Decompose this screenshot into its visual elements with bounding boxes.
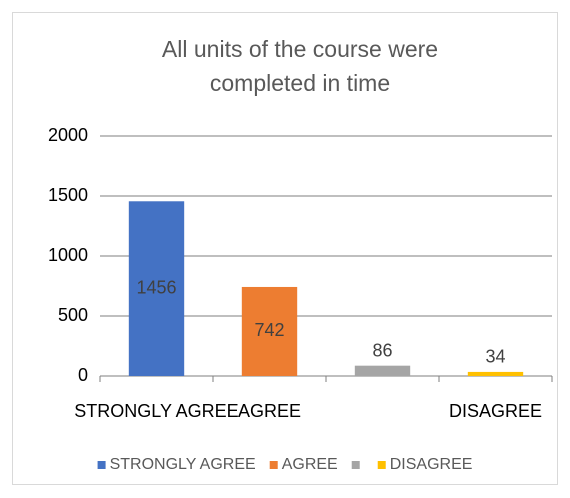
legend-swatch [351,461,360,469]
data-label: 742 [254,320,284,340]
legend-swatch [377,461,386,469]
legend-label: STRONGLY AGREE [110,456,256,473]
x-tick-label: AGREE [238,401,301,421]
chart-border [12,12,558,485]
x-tick-label: DISAGREE [449,401,542,421]
data-label: 1456 [136,277,176,297]
legend-swatch [269,461,278,469]
data-label: 86 [372,340,392,360]
y-tick-label: 1000 [48,245,88,265]
legend-label: DISAGREE [390,456,473,473]
bar [241,286,298,376]
legend-swatch [97,461,106,469]
bar [467,371,524,376]
y-tick-label: 0 [78,365,88,385]
y-tick-label: 2000 [48,125,88,145]
x-tick-label: STRONGLY AGREE [74,401,238,421]
bar [354,365,411,376]
data-label: 34 [485,347,505,367]
chart-title: All units of the course were completed i… [161,36,439,96]
y-tick-label: 1500 [48,185,88,205]
legend-label: AGREE [282,456,338,473]
y-tick-label: 500 [58,305,88,325]
bar [128,201,185,376]
